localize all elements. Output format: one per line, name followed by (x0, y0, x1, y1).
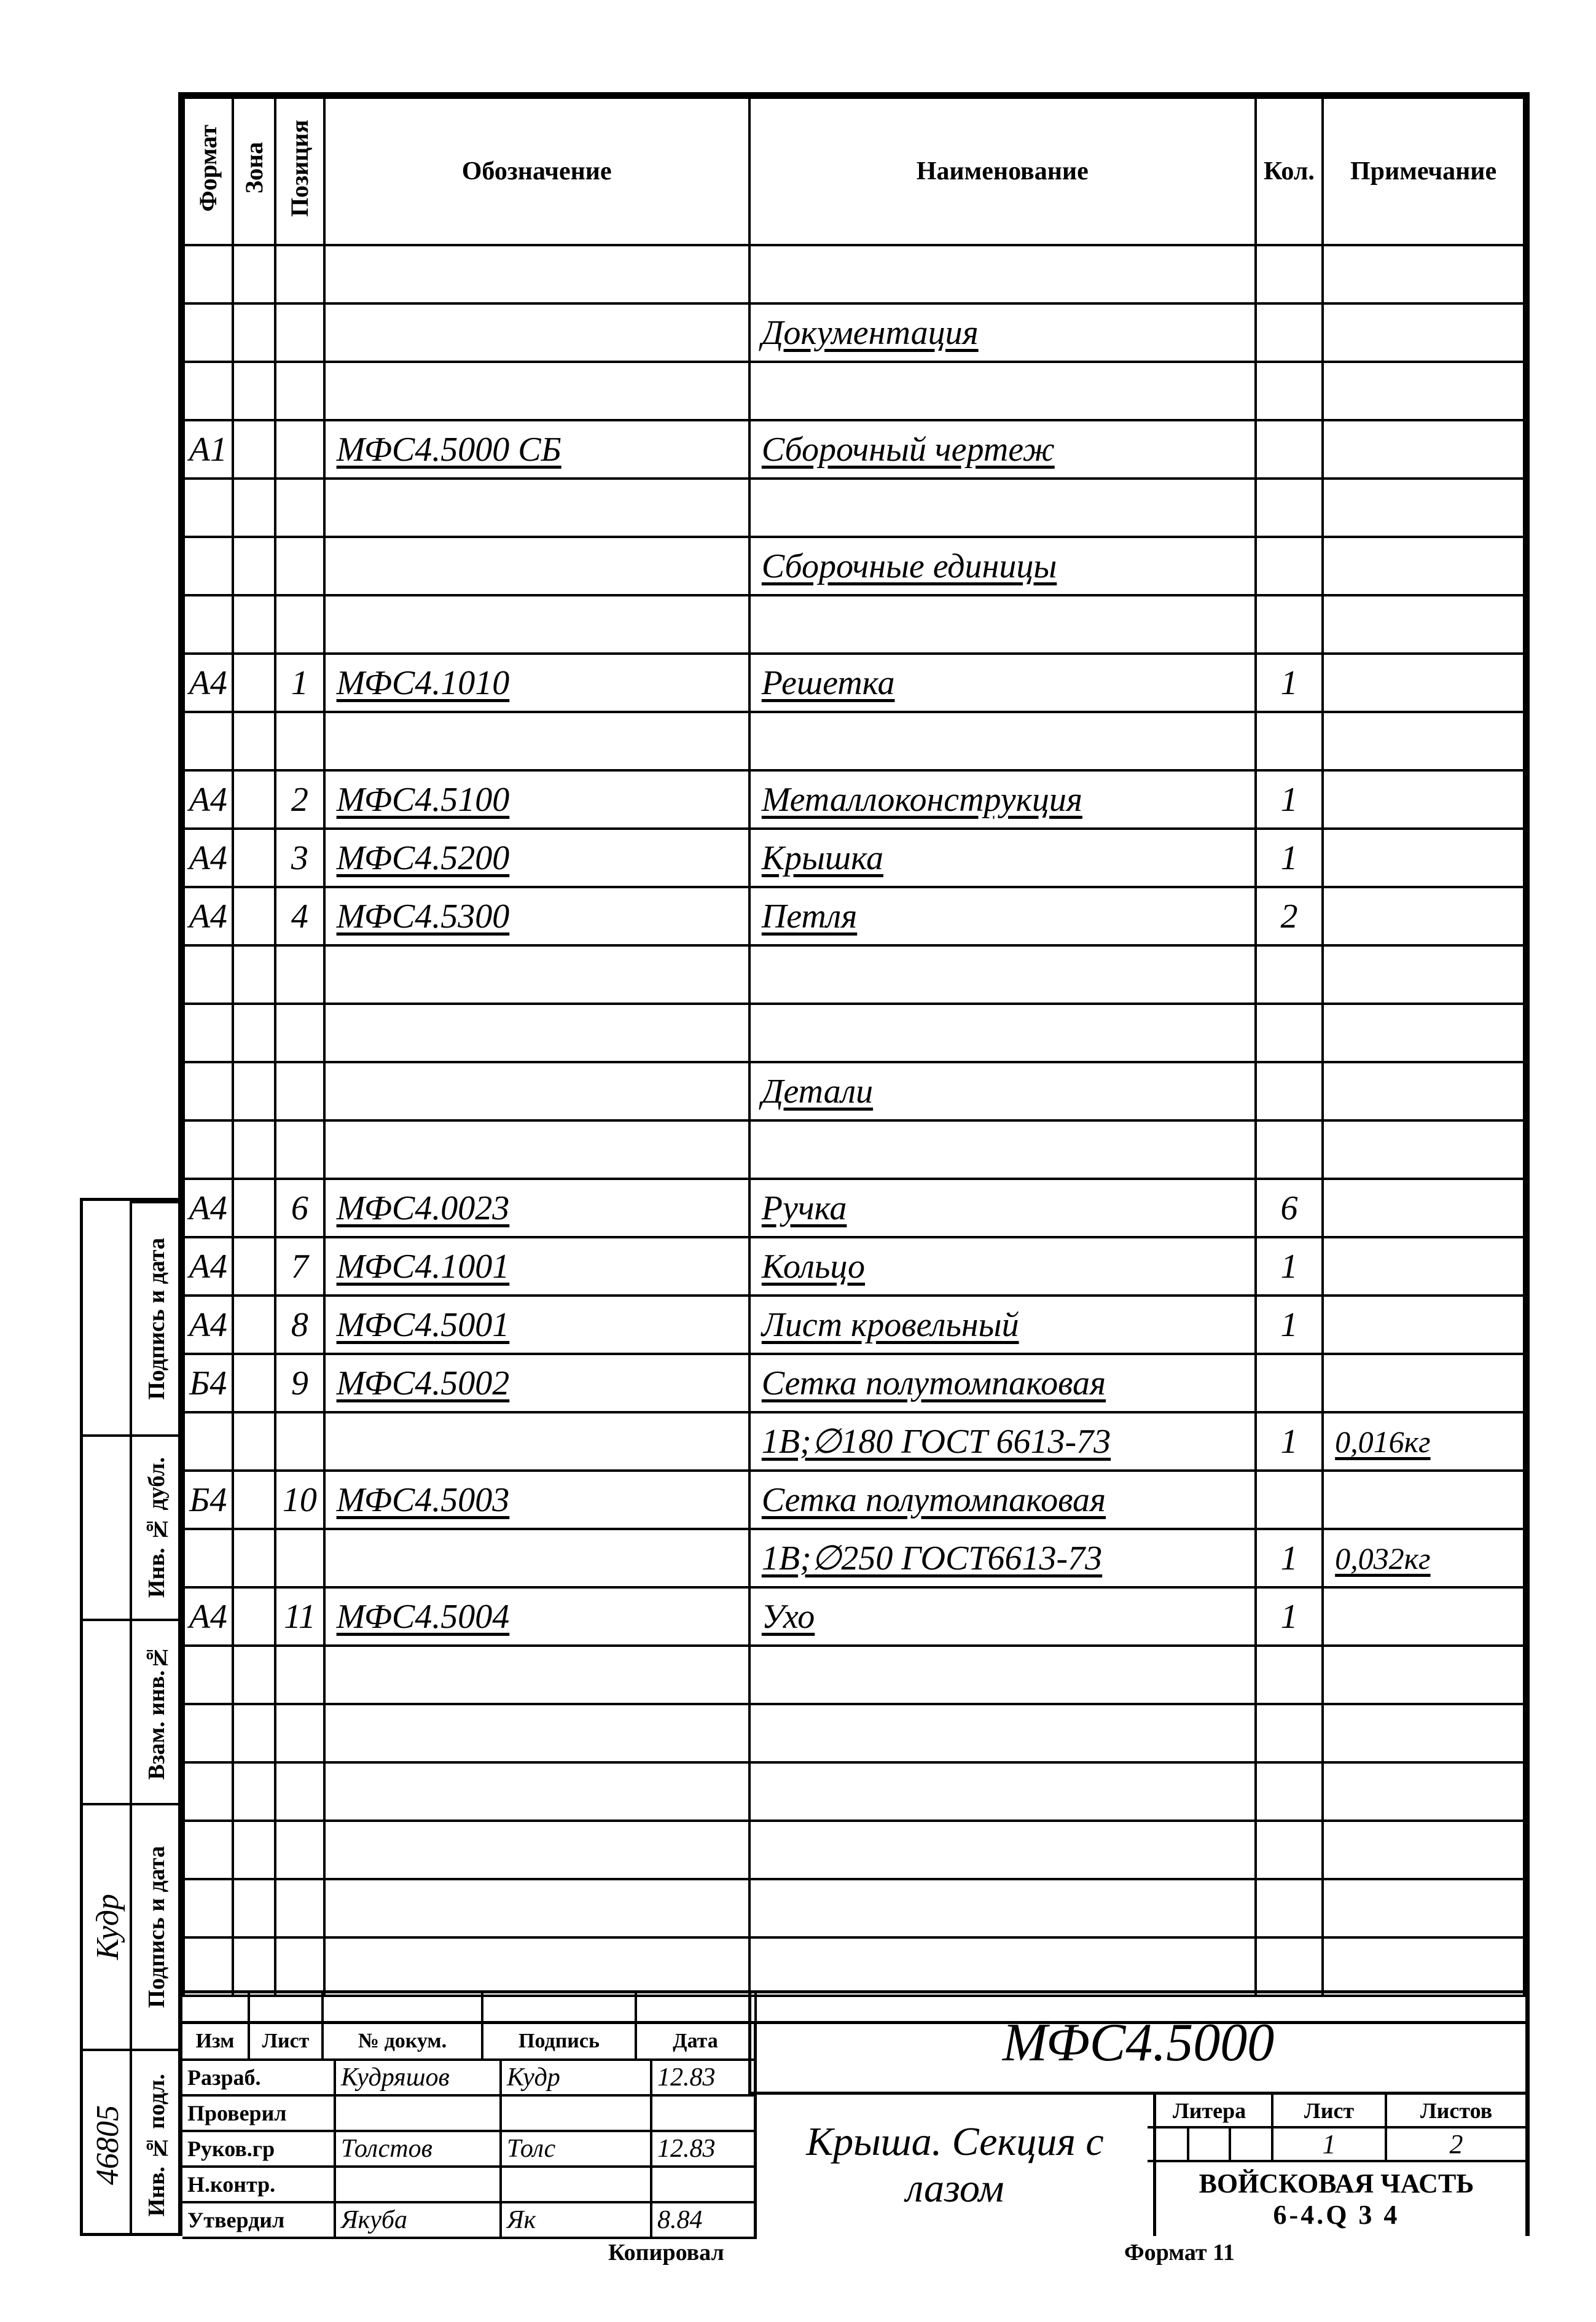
table-row (184, 1821, 1524, 1879)
listov-value: 2 (1387, 2128, 1525, 2160)
drawing-frame: Формат Зона Позиция Обозначение Наименов… (178, 92, 1530, 2236)
table-row: А1МФС4.5000 СБСборочный чертеж (184, 420, 1524, 479)
table-row: Б49МФС4.5002Сетка полутомпаковая (184, 1354, 1524, 1412)
col-note: Примечание (1323, 98, 1524, 245)
side-sig: Кудр (90, 1894, 126, 1960)
footer-kopiroval: Копировал (608, 2239, 724, 2266)
table-row (184, 1646, 1524, 1704)
list-value: 1 (1273, 2128, 1387, 2160)
signature-row: Руков.грТолстовТолс12.83 (182, 2132, 757, 2168)
table-row (184, 1937, 1524, 1996)
drawing-title: Крыша. Секция с лазом (757, 2095, 1156, 2236)
organization: ВОЙСКОВАЯ ЧАСТЬ 6-4.Q 3 4 (1148, 2162, 1525, 2236)
signature-row: Проверил (182, 2097, 757, 2132)
side-label-5: Инв. № подл. (143, 2074, 170, 2216)
col-qty: Кол. (1256, 98, 1323, 245)
footer-format: Формат 11 (1124, 2239, 1235, 2266)
col-position: Позиция (275, 98, 324, 245)
table-row: Документация (184, 303, 1524, 362)
table-row (184, 1004, 1524, 1062)
table-row: Сборочные единицы (184, 537, 1524, 595)
specification-table: Формат Зона Позиция Обозначение Наименов… (182, 96, 1525, 1997)
side-label-4: Подпись и дата (143, 1846, 170, 2008)
side-label-1: Подпись и дата (143, 1238, 170, 1400)
table-row: 1В;∅250 ГОСТ6613-7310,032кг (184, 1529, 1524, 1587)
table-row: А43МФС4.5200Крышка1 (184, 829, 1524, 887)
side-label-3: Взам. инв.№ (143, 1644, 170, 1780)
table-row: А47МФС4.1001Кольцо1 (184, 1237, 1524, 1296)
signature-block: Разраб.КудряшовКудр12.83ПроверилРуков.гр… (182, 2061, 757, 2239)
col-format: Формат (184, 98, 233, 245)
litera-label: Литера (1148, 2095, 1273, 2126)
table-row: А46МФС4.0023Ручка6 (184, 1179, 1524, 1237)
title-block: МФС4.5000 Изм Лист № докум. Подпись Дата… (182, 1990, 1525, 2236)
page: Подпись и дата Инв. № дубл. Взам. инв.№ … (0, 0, 1596, 2322)
listov-label: Листов (1387, 2095, 1525, 2126)
table-row (184, 479, 1524, 537)
signature-row: Разраб.КудряшовКудр12.83 (182, 2061, 757, 2097)
spec-header-row: Формат Зона Позиция Обозначение Наименов… (184, 98, 1524, 245)
col-designation: Обозначение (324, 98, 749, 245)
signature-row: Н.контр. (182, 2168, 757, 2203)
table-row (184, 712, 1524, 770)
side-strip: Подпись и дата Инв. № дубл. Взам. инв.№ … (80, 1198, 178, 2236)
table-row (184, 1120, 1524, 1179)
table-row: А41МФС4.1010Решетка1 (184, 654, 1524, 712)
revision-header: Изм Лист № докум. Подпись Дата (182, 2024, 757, 2061)
table-row (184, 595, 1524, 654)
table-row (184, 245, 1524, 303)
table-row (184, 362, 1524, 420)
footer: Копировал Формат 11 (178, 2239, 1530, 2270)
table-row: А42МФС4.5100Металлоконструкция1 (184, 770, 1524, 829)
table-row: А48МФС4.5001Лист кровельный1 (184, 1296, 1524, 1354)
doc-number: МФС4.5000 (748, 1993, 1525, 2095)
table-row: А44МФС4.5300Петля2 (184, 887, 1524, 945)
table-row (184, 1704, 1524, 1762)
side-label-2: Инв. № дубл. (143, 1457, 170, 1598)
table-row (184, 945, 1524, 1004)
list-label: Лист (1273, 2095, 1387, 2126)
table-row: 1В;∅180 ГОСТ 6613-7310,016кг (184, 1412, 1524, 1471)
signature-row: УтвердилЯкубаЯк8.84 (182, 2203, 757, 2239)
table-row (184, 1762, 1524, 1821)
col-name: Наименование (749, 98, 1256, 245)
table-row (184, 1879, 1524, 1937)
meta-block: Литера Лист Листов 1 2 ВОЙСКОВАЯ ЧАСТЬ 6… (1148, 2095, 1525, 2236)
table-row: Б410МФС4.5003Сетка полутомпаковая (184, 1471, 1524, 1529)
col-zone: Зона (233, 98, 276, 245)
table-row: Детали (184, 1062, 1524, 1120)
side-inv-num: 46805 (90, 2105, 126, 2185)
table-row: А411МФС4.5004Ухо1 (184, 1587, 1524, 1646)
